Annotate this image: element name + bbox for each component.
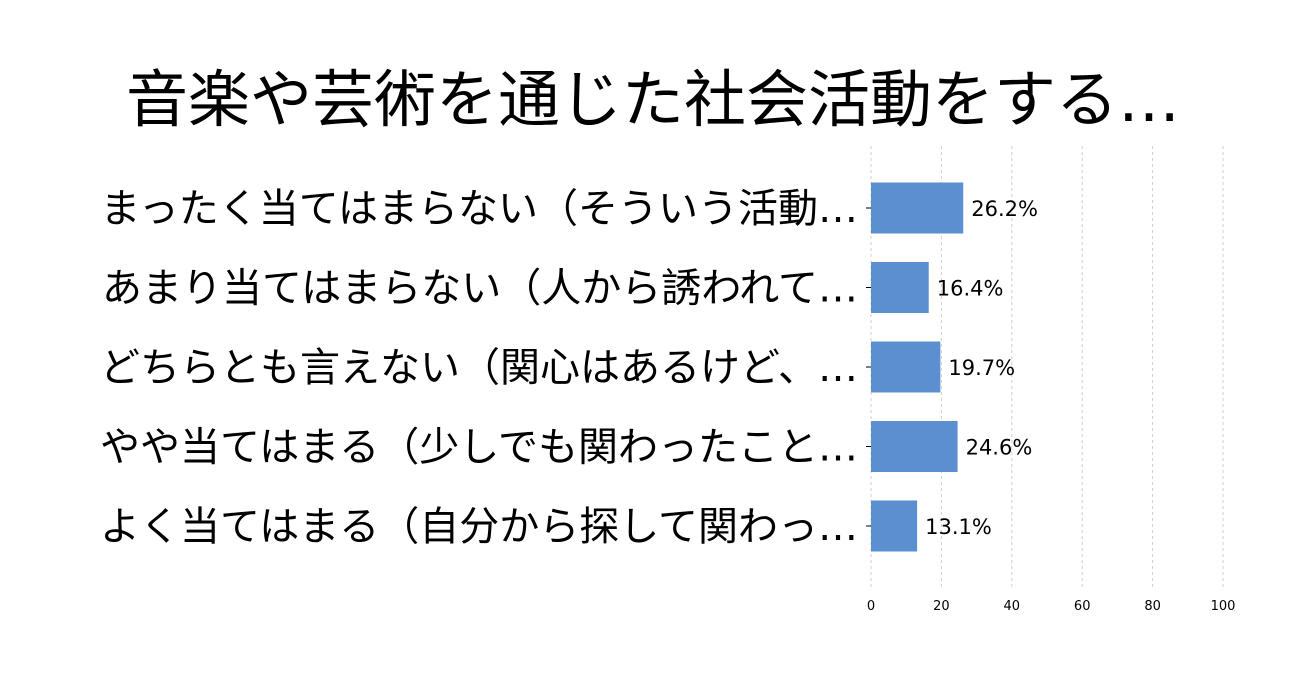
x-tick-label: 0 — [867, 599, 875, 614]
x-tick-label: 40 — [1004, 599, 1021, 614]
x-tick-label: 100 — [1211, 599, 1236, 614]
category-label: あまり当てはまらない（人から誘われて… — [102, 266, 858, 312]
bar — [871, 341, 941, 393]
bar — [871, 182, 964, 234]
x-tick-label: 60 — [1074, 599, 1091, 614]
bar — [871, 262, 929, 313]
value-label: 16.4% — [937, 277, 1004, 301]
chart-title: 音楽や芸術を通じた社会活動をする… — [126, 63, 1180, 136]
value-label: 24.6% — [966, 436, 1033, 460]
value-label: 19.7% — [948, 356, 1015, 380]
value-labels: 26.2% 16.4% 19.7% 24.6% 13.1% — [925, 197, 1038, 539]
x-tick-label: 80 — [1144, 599, 1161, 614]
category-label: やや当てはまる（少しでも関わったこと… — [100, 425, 858, 471]
x-tick-label: 20 — [933, 599, 950, 614]
bar — [871, 421, 958, 472]
category-label: まったく当てはまらない（そういう活動… — [100, 186, 858, 232]
category-labels: まったく当てはまらない（そういう活動… あまり当てはまらない（人から誘われて… どち… — [100, 186, 858, 550]
bar — [871, 500, 918, 552]
x-axis-ticks: 0 20 40 60 80 100 — [867, 599, 1236, 614]
value-label: 13.1% — [925, 515, 992, 539]
category-label: よく当てはまる（自分から探して関わっ… — [100, 504, 858, 550]
bars — [866, 182, 964, 552]
value-label: 26.2% — [971, 197, 1038, 221]
category-label: どちらとも言えない（関心はあるけど、… — [100, 345, 858, 391]
